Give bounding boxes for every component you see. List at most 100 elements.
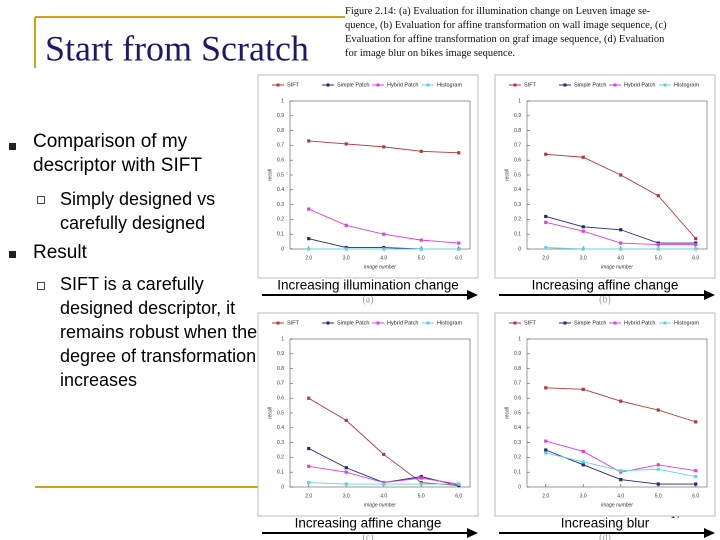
arrow-head: [467, 528, 478, 538]
legend-label: Histogram: [674, 320, 699, 326]
arrow-label: Increasing blur: [561, 516, 650, 531]
x-tick-label: 4.0: [617, 493, 624, 499]
data-point: [581, 449, 585, 454]
legend-marker: [513, 83, 517, 87]
legend-label: Histogram: [437, 320, 462, 326]
panel-label: (d): [599, 532, 611, 540]
y-tick-label: 0.7: [514, 381, 521, 387]
data-point: [419, 149, 423, 153]
x-tick-label: 5.0: [655, 255, 662, 261]
data-point: [419, 482, 423, 486]
y-tick-label: 0.2: [514, 217, 521, 223]
data-point: [656, 242, 660, 247]
data-point: [656, 194, 660, 198]
legend-marker: [613, 83, 617, 87]
legend-label: SIFT: [524, 82, 537, 88]
y-tick-label: 0.3: [277, 202, 284, 208]
y-axis-label: recall: [267, 406, 273, 419]
x-tick-label: 3.0: [580, 493, 587, 499]
arrow-head: [467, 290, 478, 300]
panel-label: (a): [362, 294, 373, 305]
y-tick-label: 0.4: [277, 425, 284, 431]
arrow-label: Increasing illumination change: [277, 278, 459, 293]
legend-marker: [326, 321, 330, 325]
data-point: [544, 451, 548, 455]
data-point: [419, 247, 423, 251]
y-tick-label: 0.2: [277, 217, 284, 223]
data-point: [344, 142, 348, 146]
data-point: [419, 238, 423, 242]
legend-marker: [426, 83, 430, 87]
y-tick-label: 0.7: [277, 381, 284, 387]
data-point: [544, 220, 548, 224]
data-point: [619, 173, 623, 177]
legend-marker: [513, 321, 517, 325]
data-point: [581, 247, 585, 251]
slide-title: Start from Scratch: [45, 28, 309, 68]
data-point: [581, 229, 585, 233]
y-tick-label: 1: [518, 336, 521, 342]
data-point: [307, 446, 311, 451]
panel-frame: [257, 74, 479, 279]
y-tick-label: 0.6: [277, 158, 284, 164]
panel-frame: [494, 312, 716, 517]
x-tick-label: 5.0: [418, 255, 425, 261]
data-point: [382, 232, 386, 236]
legend-label: Hybrid Patch: [624, 320, 656, 326]
bullet: Comparison of my descriptor with SIFT: [33, 131, 202, 176]
panel-frame: [257, 312, 479, 517]
y-tick-label: 0.3: [514, 202, 521, 208]
y-tick-label: 0.2: [514, 455, 521, 461]
y-axis-label: recall: [267, 168, 273, 181]
y-tick-label: 0: [518, 484, 521, 490]
data-point: [344, 418, 348, 422]
legend-marker: [563, 321, 567, 325]
x-tick-label: 3.0: [343, 255, 350, 261]
legend-label: Simple Patch: [337, 320, 369, 326]
caption-line: for image blur on bikes image sequence.: [345, 48, 515, 59]
y-tick-label: 0.6: [514, 396, 521, 402]
y-tick-label: 0.1: [277, 470, 284, 476]
y-tick-label: 0.1: [514, 232, 521, 238]
data-point: [694, 469, 698, 473]
y-tick-label: 0.4: [277, 187, 284, 193]
data-point: [419, 476, 423, 480]
y-tick-label: 0.5: [514, 172, 521, 178]
data-point: [382, 452, 386, 457]
data-point: [382, 482, 386, 486]
figure-caption: Figure 2.14: (a) Evaluation for illumina…: [345, 5, 717, 61]
data-point: [694, 242, 698, 247]
data-point: [307, 207, 311, 211]
x-tick-label: 5.0: [655, 493, 662, 499]
y-tick-label: 1: [281, 336, 284, 342]
data-point: [457, 241, 461, 245]
data-point: [581, 225, 585, 229]
y-tick-label: 0.4: [514, 187, 521, 193]
data-point: [544, 386, 548, 390]
legend-marker: [376, 321, 380, 325]
legend-marker: [563, 83, 567, 87]
y-tick-label: 0.5: [277, 410, 284, 416]
data-point: [619, 469, 623, 473]
legend-label: Histogram: [437, 82, 462, 88]
data-point: [581, 155, 585, 159]
legend-label: SIFT: [524, 320, 537, 326]
data-point: [344, 470, 348, 474]
y-tick-label: 0.8: [514, 128, 521, 134]
y-axis-label: recall: [504, 168, 510, 181]
arrow-head: [704, 290, 715, 300]
y-tick-label: 0.7: [514, 143, 521, 149]
legend-label: Simple Patch: [574, 320, 606, 326]
data-point: [656, 482, 660, 486]
legend-label: Simple Patch: [337, 82, 369, 88]
caption-line: Evaluation for affine transformation on …: [345, 34, 665, 45]
data-point: [457, 247, 461, 251]
legend-label: SIFT: [287, 320, 300, 326]
y-tick-label: 0.2: [277, 455, 284, 461]
data-point: [694, 247, 698, 251]
legend-label: SIFT: [287, 82, 300, 88]
x-axis-label: image number: [601, 502, 633, 508]
bullet-icon: [9, 143, 16, 150]
x-tick-label: 3.0: [343, 493, 350, 499]
